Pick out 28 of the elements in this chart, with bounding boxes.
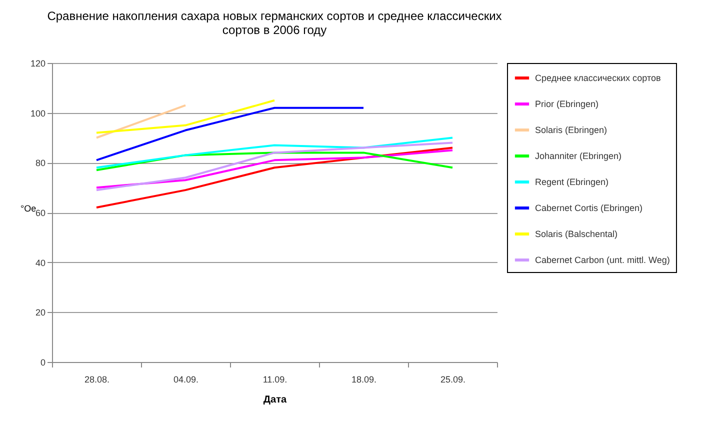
y-tick-label: 20 <box>35 308 46 318</box>
legend-label: Cabernet Carbon (unt. mittl. Weg) <box>535 255 670 265</box>
y-tick-label: 100 <box>30 108 46 118</box>
chart-title: Сравнение накопления сахара новых германских сортов и среднее классических сортов в 2006 году <box>47 9 502 37</box>
x-tick-label: 18.09. <box>351 374 377 384</box>
line-series <box>96 136 454 169</box>
legend-label: Среднее классических сортов <box>535 73 661 83</box>
legend-label: Johanniter (Ebringen) <box>535 151 622 161</box>
legend-label: Solaris (Balschental) <box>535 229 618 239</box>
legend-label: Prior (Ebringen) <box>535 99 599 109</box>
line-series <box>96 149 454 189</box>
legend-label: Cabernet Cortis (Ebringen) <box>535 203 643 213</box>
legend-label: Regent (Ebringen) <box>535 177 609 187</box>
y-tick-label: 120 <box>30 58 46 68</box>
y-tick-label: 80 <box>35 158 46 168</box>
x-axis-title: Дата <box>263 394 288 406</box>
y-tick-label: 40 <box>35 258 46 268</box>
line-series <box>96 152 454 172</box>
line-series <box>96 146 454 209</box>
y-tick-label: 60 <box>35 208 46 218</box>
line-series <box>96 142 454 192</box>
y-axis-title: °Oe <box>20 204 36 214</box>
x-tick-label: 28.08. <box>84 374 110 384</box>
x-tick-label: 25.09. <box>440 374 466 384</box>
y-tick-label: 0 <box>40 358 46 368</box>
x-tick-label: 11.09. <box>262 374 288 384</box>
legend-label: Solaris (Ebringen) <box>535 125 608 135</box>
x-tick-label: 04.09. <box>173 374 199 384</box>
